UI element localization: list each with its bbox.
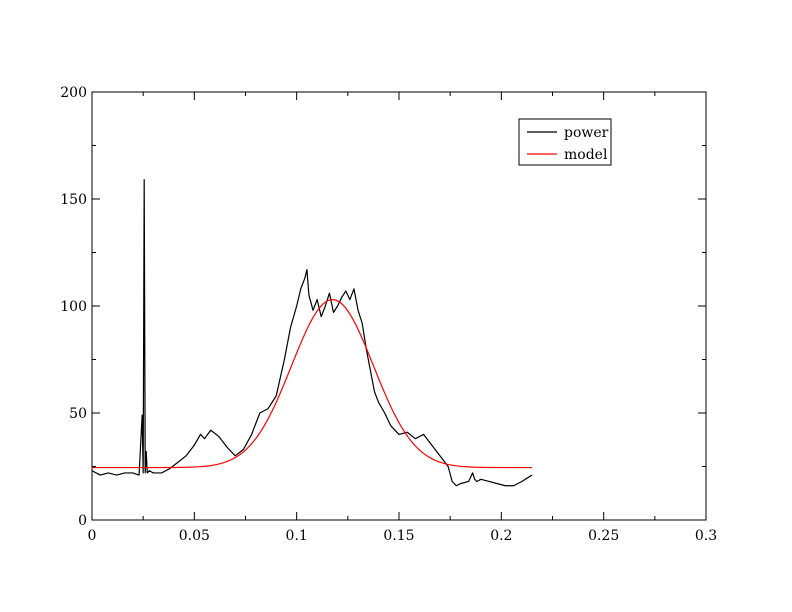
- series-layer: [91, 179, 533, 487]
- y-tick-label: 50: [69, 406, 87, 422]
- ticks-layer: [91, 91, 707, 521]
- x-tick-label: 0.25: [588, 528, 619, 544]
- legend-label-model: model: [564, 147, 608, 163]
- legend: power model: [518, 118, 612, 166]
- series-line-model: [92, 299, 533, 469]
- y-tick-label: 200: [60, 85, 87, 101]
- legend-box: [518, 118, 612, 166]
- x-tick-label: 0.05: [179, 528, 210, 544]
- tick-labels-layer: 0 0.05 0.1 0.15 0.2 0.25 0.3 0 50 100 150 200: [60, 85, 717, 544]
- x-tick-label: 0.3: [695, 528, 717, 544]
- y-tick-label: 100: [60, 299, 87, 315]
- legend-label-power: power: [564, 125, 609, 141]
- x-tick-label: 0: [88, 528, 97, 544]
- series-line-power: [91, 179, 533, 487]
- x-tick-label: 0.15: [383, 528, 414, 544]
- x-tick-label: 0.1: [286, 528, 308, 544]
- y-tick-label: 150: [60, 192, 87, 208]
- x-tick-label: 0.2: [490, 528, 512, 544]
- y-tick-label: 0: [78, 513, 87, 529]
